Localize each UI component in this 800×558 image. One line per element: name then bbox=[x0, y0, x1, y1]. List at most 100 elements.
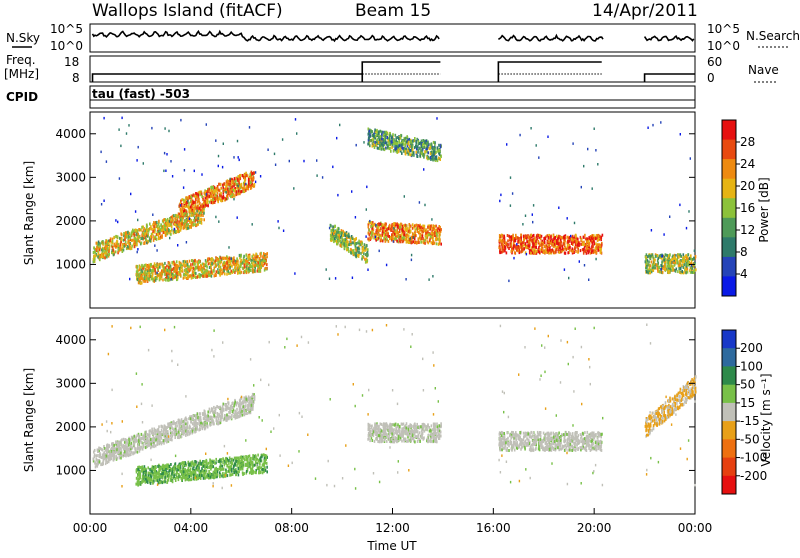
data-cell bbox=[503, 235, 505, 238]
data-cell bbox=[417, 155, 419, 158]
data-cell bbox=[389, 224, 391, 227]
data-cell bbox=[688, 210, 689, 213]
data-cell bbox=[356, 144, 357, 147]
data-cell bbox=[507, 245, 509, 248]
data-cell bbox=[431, 218, 432, 221]
data-cell bbox=[197, 213, 199, 216]
data-cell bbox=[126, 132, 127, 135]
data-cell bbox=[365, 261, 367, 264]
data-cell bbox=[184, 169, 185, 172]
data-cell bbox=[277, 220, 278, 223]
data-cell bbox=[258, 270, 260, 273]
data-cell bbox=[240, 177, 242, 180]
data-cell bbox=[577, 250, 579, 253]
data-cell bbox=[161, 229, 163, 232]
data-cell bbox=[357, 247, 359, 250]
data-cell bbox=[680, 267, 682, 270]
data-cell bbox=[243, 255, 245, 258]
data-cell bbox=[144, 235, 146, 238]
data-cell bbox=[120, 233, 122, 236]
data-cell bbox=[170, 265, 172, 268]
data-cell bbox=[216, 187, 218, 190]
data-cell bbox=[374, 129, 376, 132]
data-cell bbox=[127, 245, 129, 248]
data-cell bbox=[195, 219, 197, 222]
colorbar-tick-label: 4 bbox=[740, 267, 748, 281]
data-cell bbox=[434, 231, 436, 234]
data-cell bbox=[341, 237, 343, 240]
data-cell bbox=[211, 201, 213, 204]
data-cell bbox=[344, 247, 346, 250]
data-cell bbox=[201, 222, 203, 225]
data-cell bbox=[138, 146, 139, 149]
data-cell bbox=[380, 223, 382, 226]
data-cell bbox=[115, 235, 117, 238]
data-cell bbox=[405, 137, 407, 140]
data-cell bbox=[193, 219, 195, 222]
data-cell bbox=[385, 223, 387, 226]
data-cell bbox=[536, 144, 537, 147]
data-cell bbox=[105, 245, 107, 248]
data-cell bbox=[538, 250, 540, 253]
beam-title: Beam 15 bbox=[355, 1, 431, 21]
data-cell bbox=[237, 140, 238, 143]
data-cell bbox=[530, 252, 532, 255]
data-cell bbox=[411, 254, 412, 256]
data-cell bbox=[516, 243, 517, 246]
data-cell bbox=[646, 253, 648, 256]
data-cell bbox=[223, 143, 224, 146]
data-cell bbox=[417, 230, 419, 233]
data-cell bbox=[254, 183, 256, 186]
data-cell bbox=[234, 262, 236, 265]
data-cell bbox=[148, 272, 150, 275]
data-cell bbox=[554, 240, 556, 243]
data-cell bbox=[545, 245, 547, 248]
data-cell bbox=[669, 253, 671, 256]
data-cell bbox=[521, 249, 523, 252]
data-cell bbox=[569, 240, 571, 243]
data-cell bbox=[228, 190, 230, 193]
data-cell bbox=[594, 128, 595, 131]
data-cell bbox=[418, 238, 420, 241]
data-cell bbox=[511, 243, 513, 246]
data-cell bbox=[97, 256, 99, 259]
data-cell bbox=[405, 224, 407, 227]
data-cell bbox=[532, 213, 533, 216]
data-cell bbox=[424, 141, 426, 144]
data-cell bbox=[404, 228, 406, 231]
data-cell bbox=[380, 130, 382, 133]
data-cell bbox=[539, 243, 541, 246]
data-cell bbox=[190, 263, 192, 266]
colorbar-tick-label: 24 bbox=[740, 157, 755, 171]
data-cell bbox=[363, 252, 365, 255]
data-cell bbox=[435, 157, 437, 160]
data-cell bbox=[411, 259, 412, 262]
data-cell bbox=[646, 270, 648, 273]
data-cell bbox=[690, 258, 692, 261]
data-cell bbox=[169, 220, 170, 223]
data-cell bbox=[137, 251, 138, 254]
data-cell bbox=[169, 237, 170, 240]
data-cell bbox=[584, 264, 585, 267]
data-cell bbox=[233, 189, 235, 192]
data-cell bbox=[355, 255, 357, 258]
data-cell bbox=[199, 191, 201, 194]
data-cell bbox=[406, 235, 408, 238]
data-cell bbox=[100, 151, 101, 154]
data-cell bbox=[407, 227, 409, 230]
data-cell bbox=[501, 235, 503, 238]
data-cell bbox=[375, 135, 377, 138]
data-cell bbox=[336, 231, 338, 234]
data-cell bbox=[260, 175, 261, 178]
data-cell bbox=[389, 235, 391, 238]
data-cell bbox=[392, 236, 394, 239]
data-cell bbox=[267, 149, 268, 152]
data-cell bbox=[151, 269, 153, 272]
data-cell bbox=[367, 143, 369, 146]
data-cell bbox=[439, 153, 441, 156]
date-title: 14/Apr/2011 bbox=[592, 1, 698, 21]
data-cell bbox=[409, 145, 411, 148]
data-cell bbox=[146, 224, 148, 227]
data-cell bbox=[333, 229, 335, 232]
data-cell bbox=[201, 195, 203, 198]
